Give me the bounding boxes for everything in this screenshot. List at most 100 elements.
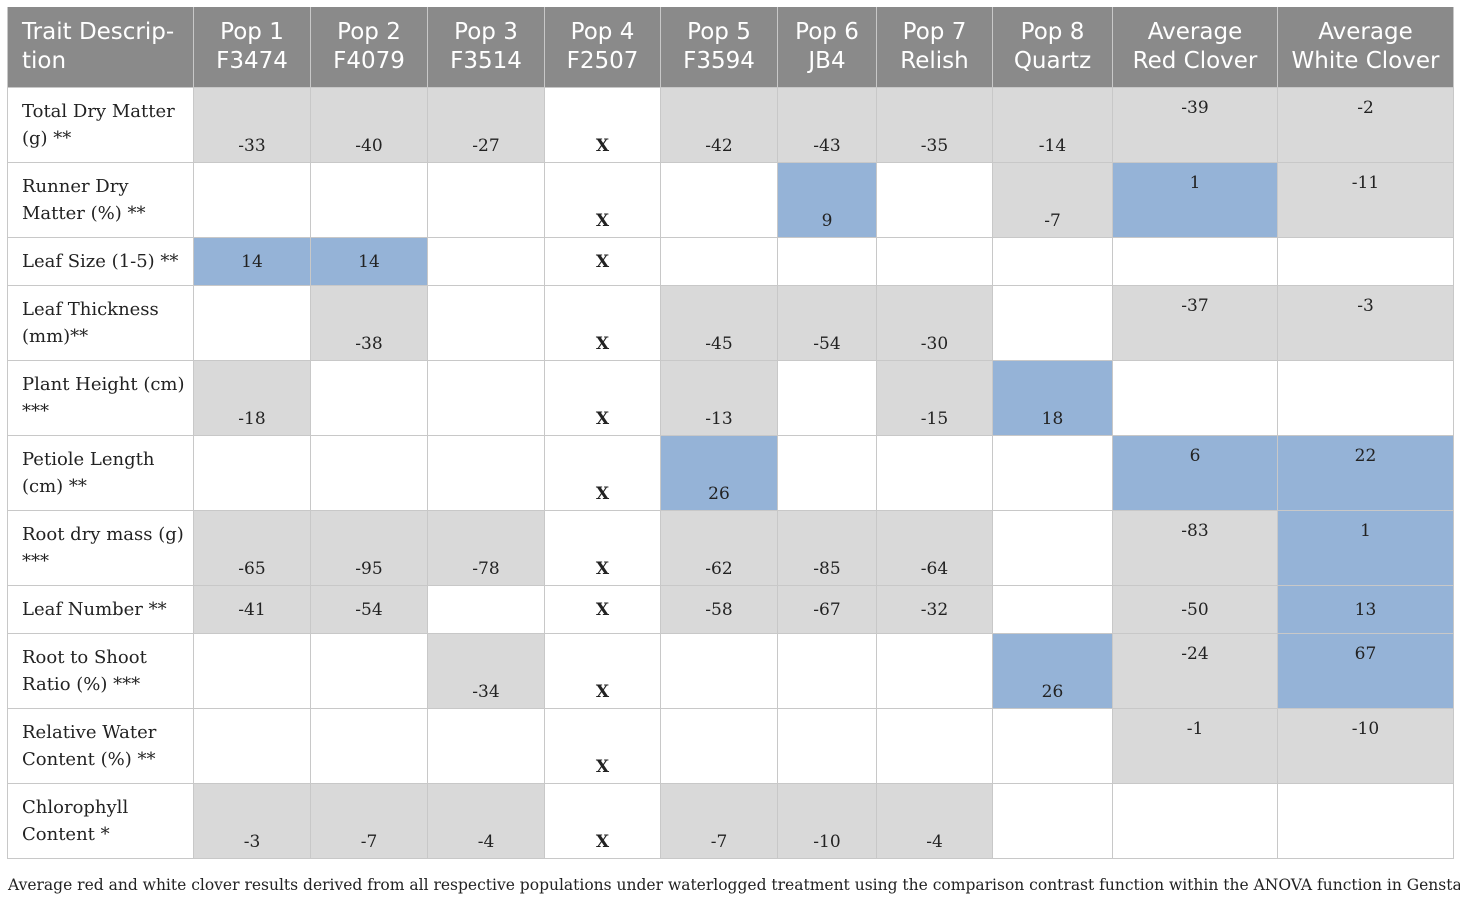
- cell-text: -11: [1351, 173, 1380, 193]
- value-cell: [1112, 237, 1278, 286]
- cell-text: -35: [920, 136, 949, 156]
- table-row: Leaf Number ** -41 -54 X -58 -67 -32 -50 13: [7, 585, 1454, 634]
- cell-value: [198, 436, 306, 510]
- header-line: Pop 6: [795, 19, 859, 45]
- value-cell: [193, 633, 311, 709]
- cell-value: -33: [198, 88, 306, 162]
- cell-value: [782, 634, 872, 708]
- cell-value: X: [549, 361, 656, 435]
- cell-text: X: [595, 136, 610, 156]
- value-cell: -42: [660, 87, 778, 163]
- value-cell: -40: [310, 87, 428, 163]
- cell-value: -11: [1282, 163, 1449, 237]
- cell-value: X: [549, 163, 656, 237]
- header-line: Average: [1318, 19, 1413, 45]
- cell-text: -83: [1181, 521, 1209, 541]
- trait-line: Relative Water: [22, 722, 157, 743]
- cell-value: -58: [665, 586, 773, 633]
- value-cell: -45: [660, 285, 778, 361]
- value-cell: [427, 237, 545, 286]
- column-header: Average Red Clover: [1112, 7, 1278, 88]
- cell-value: -37: [1117, 286, 1273, 360]
- cell-text: X: [595, 832, 610, 852]
- column-header: Pop 8 Quartz: [992, 7, 1113, 88]
- value-cell: X: [544, 708, 661, 784]
- cell-value: -13: [665, 361, 773, 435]
- cell-text: -62: [705, 559, 733, 579]
- cell-value: [997, 286, 1108, 360]
- value-cell: X: [544, 285, 661, 361]
- cell-text: X: [595, 251, 610, 272]
- cell-value: [432, 163, 540, 237]
- header-line: Average: [1147, 19, 1243, 45]
- cell-text: 14: [358, 251, 380, 272]
- cell-value: -62: [665, 511, 773, 585]
- value-cell: -78: [427, 510, 545, 586]
- value-cell: [876, 162, 993, 238]
- cell-text: 9: [821, 211, 833, 231]
- trait-description-cell: Leaf Thickness (mm)**: [7, 285, 194, 361]
- cell-value: [432, 436, 540, 510]
- table-footnote: Average red and white clover results der…: [8, 876, 1460, 894]
- cell-value: [315, 436, 423, 510]
- trait-line: (g) **: [22, 128, 72, 149]
- cell-value: -4: [432, 784, 540, 858]
- trait-line: ***: [22, 401, 49, 422]
- value-cell: -33: [193, 87, 311, 163]
- cell-text: 1: [1360, 521, 1371, 541]
- value-cell: [876, 435, 993, 511]
- cell-value: -18: [198, 361, 306, 435]
- value-cell: -58: [660, 585, 778, 634]
- value-cell: X: [544, 585, 661, 634]
- header-line: Pop 4: [570, 19, 635, 45]
- cell-value: [997, 709, 1108, 783]
- cell-value: [1282, 361, 1449, 435]
- cell-text: X: [595, 334, 610, 354]
- cell-value: [432, 586, 540, 633]
- value-cell: 14: [193, 237, 311, 286]
- value-cell: [310, 708, 428, 784]
- cell-value: [665, 238, 773, 285]
- cell-value: 67: [1282, 634, 1449, 708]
- cell-text: -65: [238, 559, 266, 579]
- table-row: Relative Water Content (%) ** X -1 -10: [7, 708, 1454, 784]
- cell-value: 26: [665, 436, 773, 510]
- cell-text: 6: [1189, 446, 1201, 466]
- cell-value: -42: [665, 88, 773, 162]
- cell-value: -2: [1282, 88, 1449, 162]
- trait-line: (mm)**: [22, 326, 89, 347]
- cell-value: -35: [881, 88, 988, 162]
- cell-text: -4: [926, 832, 943, 852]
- value-cell: 1: [1277, 510, 1454, 586]
- value-cell: [427, 162, 545, 238]
- value-cell: 26: [992, 633, 1113, 709]
- cell-text: -10: [1351, 719, 1380, 739]
- value-cell: [427, 360, 545, 436]
- trait-line: Matter (%) **: [22, 203, 146, 224]
- value-cell: -67: [777, 585, 877, 634]
- trait-line: Chlorophyll: [22, 797, 129, 818]
- value-cell: -3: [193, 783, 311, 859]
- cell-value: X: [549, 634, 656, 708]
- trait-description-cell: Plant Height (cm) ***: [7, 360, 194, 436]
- cell-text: -38: [355, 334, 383, 354]
- trait-line: Leaf Number **: [22, 599, 167, 620]
- value-cell: X: [544, 360, 661, 436]
- cell-value: -24: [1117, 634, 1273, 708]
- cell-text: 26: [708, 484, 730, 504]
- cell-text: -3: [243, 832, 261, 852]
- cell-value: -7: [997, 163, 1108, 237]
- value-cell: X: [544, 510, 661, 586]
- cell-value: -95: [315, 511, 423, 585]
- cell-text: -43: [813, 136, 841, 156]
- cell-text: X: [595, 682, 610, 702]
- cell-value: -38: [315, 286, 423, 360]
- cell-text: 1: [1189, 173, 1201, 193]
- value-cell: [1277, 360, 1454, 436]
- cell-value: -65: [198, 511, 306, 585]
- cell-value: -3: [1282, 286, 1449, 360]
- value-cell: 22: [1277, 435, 1454, 511]
- value-cell: 9: [777, 162, 877, 238]
- trait-line: ***: [22, 551, 49, 572]
- column-header: Pop 1 F3474: [193, 7, 311, 88]
